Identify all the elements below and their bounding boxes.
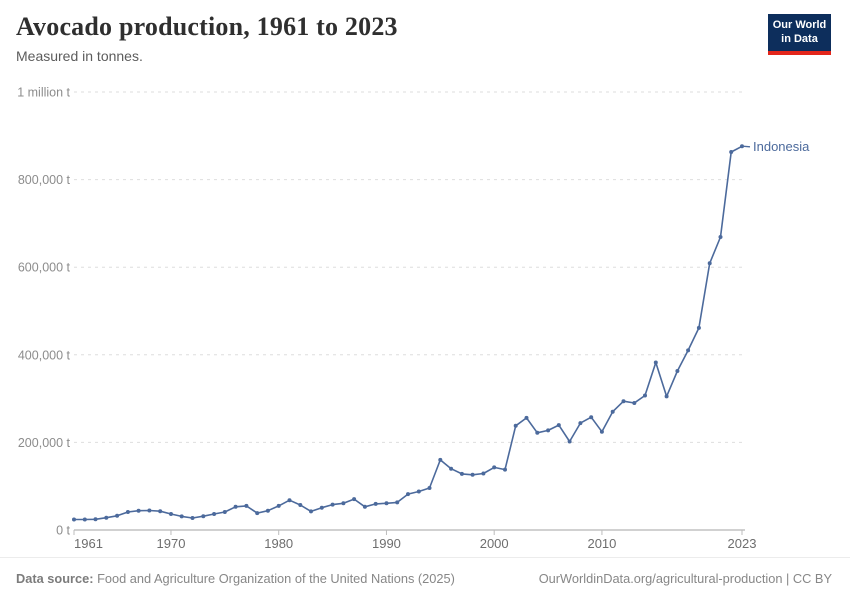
entity-label: Indonesia (753, 139, 810, 154)
data-point (707, 261, 712, 266)
data-point (190, 516, 195, 520)
data-point (664, 394, 669, 399)
data-point (610, 409, 615, 414)
data-point (125, 510, 130, 514)
data-point (265, 508, 270, 513)
data-source-note: Data source: Food and Agriculture Organi… (16, 571, 455, 586)
owid-logo-line1: Our World (772, 19, 827, 31)
data-point (546, 428, 551, 433)
data-point (373, 501, 378, 506)
data-point (255, 511, 260, 516)
data-point (589, 415, 594, 420)
data-source-label: Data source: (16, 571, 94, 586)
data-point (567, 439, 572, 444)
data-point (696, 325, 701, 330)
y-axis-tick-label: 600,000 t (18, 261, 71, 275)
data-point (621, 399, 626, 404)
data-point (104, 515, 109, 520)
data-point (395, 500, 400, 505)
data-point (158, 509, 163, 514)
data-point (179, 514, 184, 519)
data-point (115, 513, 120, 518)
data-point (352, 497, 357, 502)
chart-subtitle: Measured in tonnes. (16, 47, 143, 64)
x-axis-tick-label: 1961 (74, 536, 103, 551)
data-point (201, 514, 206, 519)
chart-header: Avocado production, 1961 to 2023 Measure… (16, 12, 740, 64)
data-point (72, 517, 76, 522)
data-point (492, 465, 497, 470)
y-axis-tick-label: 200,000 t (18, 436, 71, 450)
data-point (82, 517, 87, 522)
y-axis-tick-label: 400,000 t (18, 348, 71, 362)
data-point (330, 502, 335, 507)
y-axis-tick-label: 1 million t (17, 86, 70, 100)
data-point (599, 429, 604, 434)
data-point (686, 348, 691, 353)
data-point (416, 489, 421, 494)
data-point (233, 504, 238, 509)
data-point (276, 503, 281, 508)
data-point (244, 503, 249, 508)
data-point (341, 501, 346, 506)
data-point (427, 486, 432, 490)
data-point (556, 423, 561, 428)
data-point (406, 492, 410, 497)
data-point (653, 360, 658, 365)
data-point (309, 509, 313, 514)
data-point (212, 512, 217, 516)
line-chart: 0 t 200,000 t 400,000 t 600,000 t 800,000 t 1… (17, 86, 810, 552)
data-point (147, 508, 152, 513)
x-axis-tick-label: 1990 (372, 536, 401, 551)
owid-logo: Our World in Data (768, 14, 831, 55)
x-axis-tick-label: 2000 (480, 536, 509, 551)
data-point (632, 401, 637, 405)
owid-logo-line2: in Data (781, 32, 818, 45)
data-point (643, 393, 647, 398)
x-axis-tick-label: 2010 (587, 536, 616, 551)
x-axis-tick-label: 1980 (264, 536, 293, 551)
data-point (319, 505, 324, 510)
page-title: Avocado production, 1961 to 2023 (16, 12, 398, 41)
entity-label-connector (743, 145, 751, 148)
data-point (740, 144, 744, 149)
data-point (136, 508, 141, 513)
data-point (503, 467, 507, 472)
data-point (169, 512, 173, 516)
data-point (729, 150, 734, 154)
x-axis-tick-label: 1970 (157, 536, 186, 551)
data-point (578, 421, 583, 426)
data-line-indonesia (73, 145, 743, 521)
data-point (384, 501, 389, 506)
data-point (675, 369, 680, 373)
data-source-text: Food and Agriculture Organization of the… (93, 571, 455, 586)
license-note: OurWorldinData.org/agricultural-producti… (538, 571, 832, 586)
x-axis-tick-label: 2023 (728, 536, 757, 551)
data-point (287, 498, 292, 503)
data-point (362, 504, 367, 509)
chart-footer: Data source: Food and Agriculture Organi… (0, 557, 850, 600)
data-point (513, 423, 518, 428)
data-point (438, 457, 443, 462)
data-point (535, 430, 540, 435)
y-axis-tick-label: 0 t (56, 524, 70, 538)
data-point (449, 466, 454, 471)
y-axis-tick-label: 800,000 t (18, 173, 71, 187)
data-point (222, 510, 227, 514)
data-point (93, 517, 98, 522)
data-point (459, 471, 464, 476)
data-point (298, 503, 303, 507)
data-point (718, 235, 723, 239)
data-point (470, 472, 475, 477)
data-point (481, 471, 486, 476)
data-point (524, 415, 529, 420)
